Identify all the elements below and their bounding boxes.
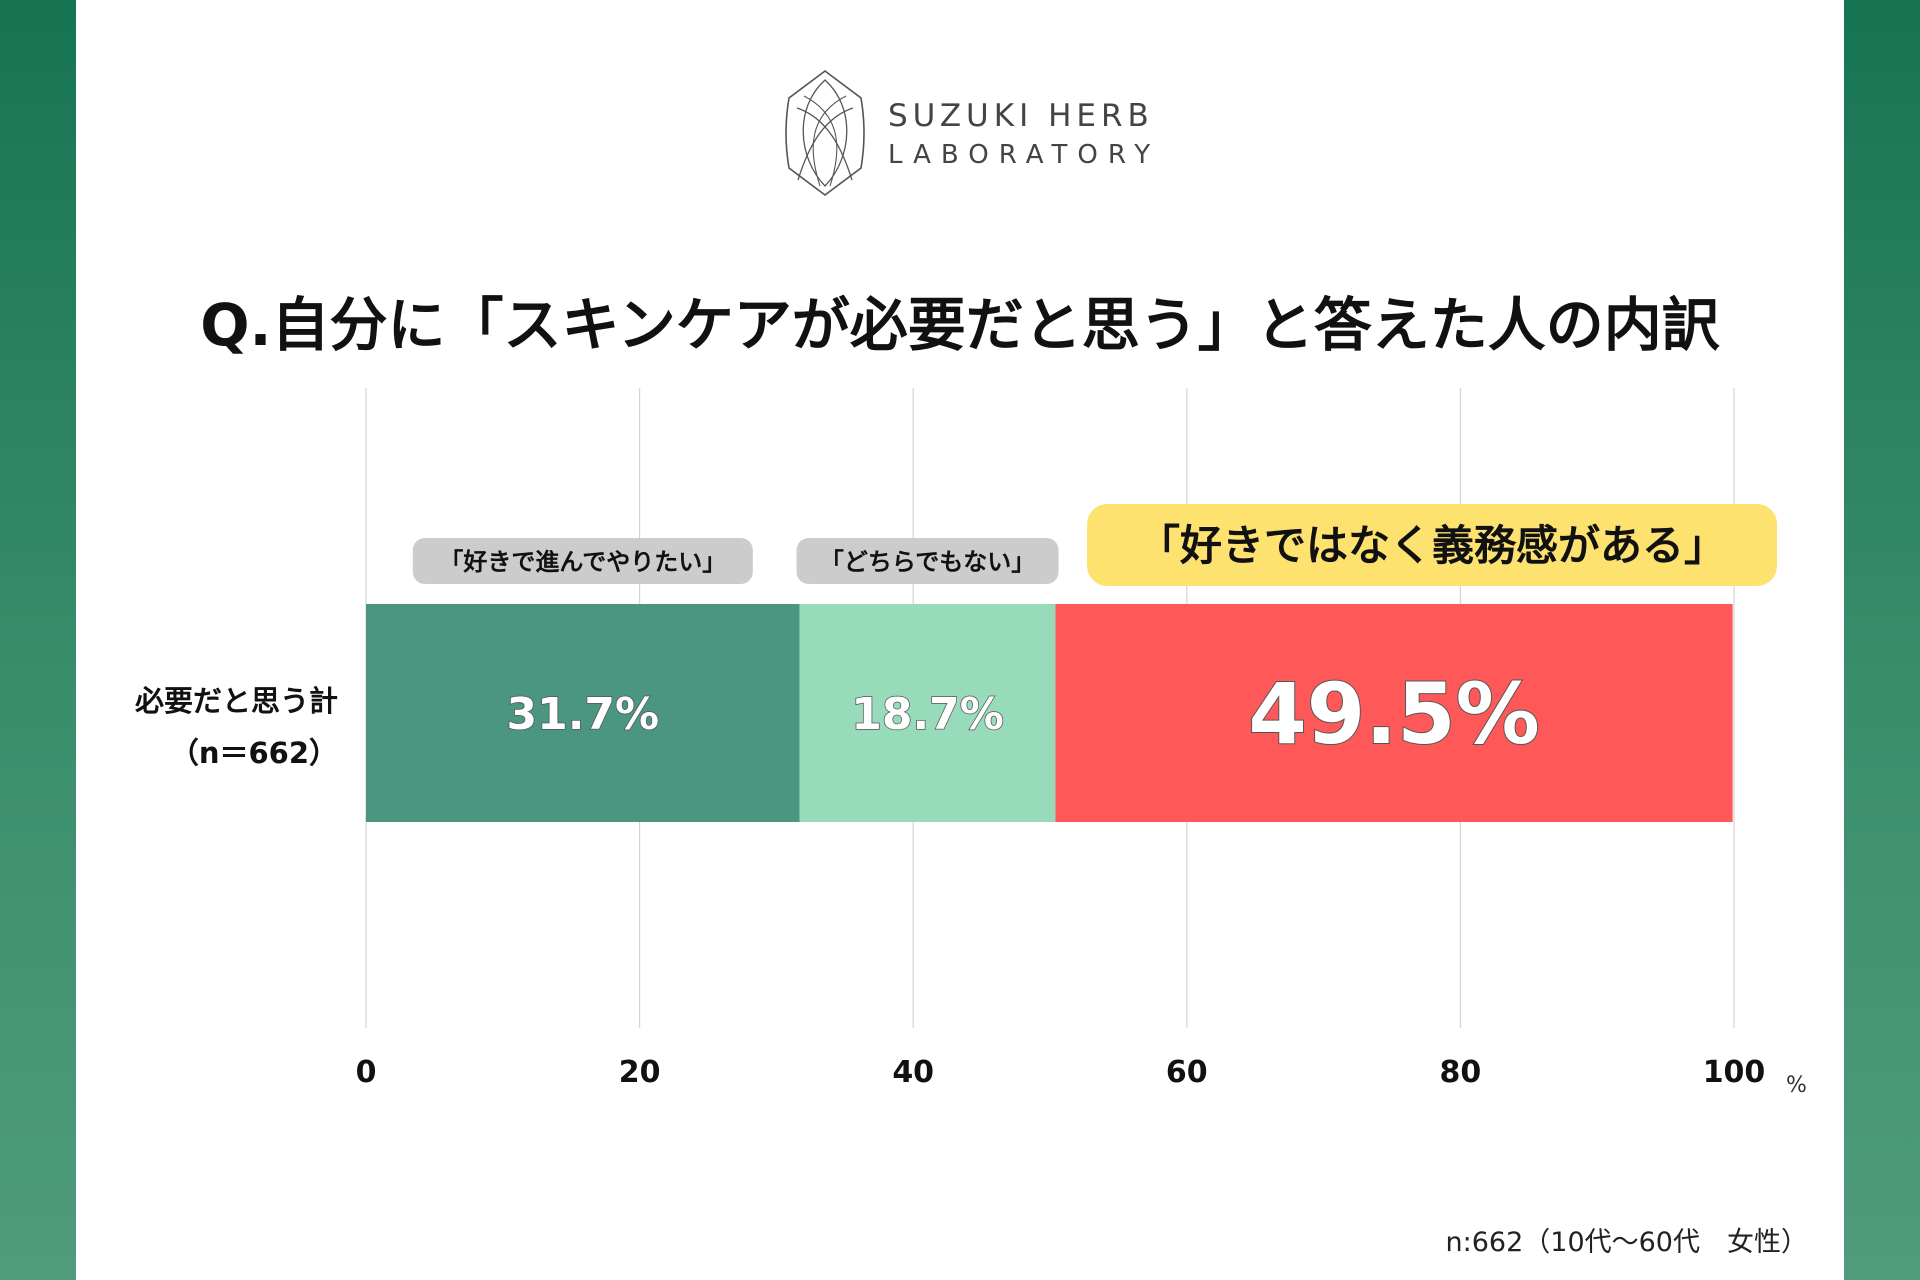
x-tick-label: 100 <box>1703 1055 1766 1090</box>
leaf-logo-icon <box>785 70 865 196</box>
category-label: 必要だと思う計 <box>135 684 338 718</box>
x-tick-label: 20 <box>619 1055 661 1090</box>
x-tick-label: 0 <box>356 1055 377 1090</box>
bar-segment-1 <box>366 604 800 822</box>
x-tick-label: 60 <box>1166 1055 1208 1090</box>
bar-segment-3 <box>1055 604 1733 822</box>
x-tick-label: 40 <box>892 1055 934 1090</box>
data-label: 31.7% <box>506 689 659 740</box>
data-label: 18.7% <box>851 689 1004 740</box>
legend-label-bg <box>1087 504 1778 586</box>
stacked-bar-chart: 0 20 40 60 80 100 % 必要だと思う計 （n＝662） 31.7% 「好きで進んでや… <box>135 388 1807 1098</box>
legend-label: 「好きではなく義務感がある」 <box>1138 521 1726 570</box>
chart-title: Q.自分に「スキンケアが必要だと思う」と答えた人の内訳 <box>200 291 1720 359</box>
logo-text-line2: LABORATORY <box>888 140 1161 170</box>
legend-label-bg <box>412 538 753 584</box>
bar-segment-2 <box>799 604 1056 822</box>
brand-logo: SUZUKI HERB LABORATORY <box>782 68 1242 198</box>
sample-footnote: n:662（10代〜60代 女性） <box>1445 1227 1808 1258</box>
logo-text-line1: SUZUKI HERB <box>888 98 1154 134</box>
x-tick-label: 80 <box>1440 1055 1482 1090</box>
data-label: 49.5% <box>1248 665 1539 763</box>
legend-label-bg <box>796 538 1059 584</box>
legend-label: 「好きで進んでやりたい」 <box>439 548 726 576</box>
category-label: （n＝662） <box>170 736 338 770</box>
legend-label: 「どちらでもない」 <box>820 548 1035 576</box>
chart-panel: SUZUKI HERB LABORATORY Q.自分に「スキンケアが必要だと思… <box>76 0 1844 1280</box>
x-unit-label: % <box>1786 1073 1807 1098</box>
